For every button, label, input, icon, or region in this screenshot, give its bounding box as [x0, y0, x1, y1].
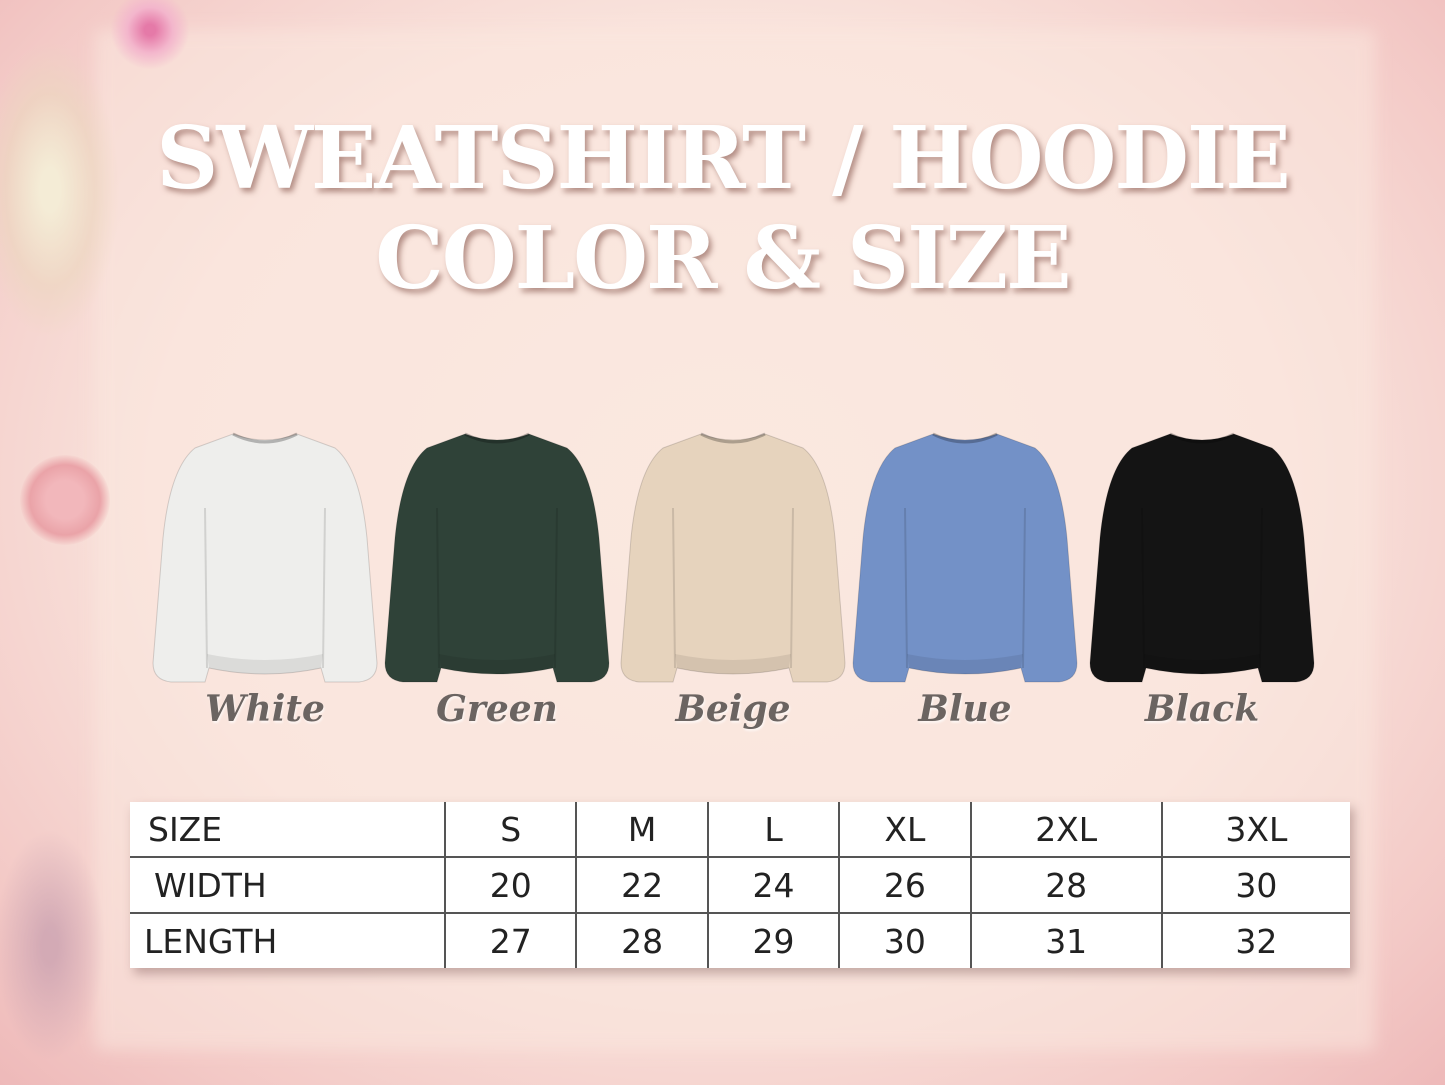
header-cell: XL — [838, 802, 971, 857]
header-cell: SIZE — [148, 809, 223, 849]
table-header-row: SIZE S M L XL 2XL 3XL — [130, 802, 1350, 857]
table-cell: 30 — [1160, 856, 1350, 913]
table-cell: 32 — [1160, 912, 1350, 968]
table-cell: 24 — [706, 856, 840, 913]
color-label-white: White — [205, 688, 325, 730]
header-cell: S — [443, 802, 577, 857]
sweatshirt-blue-image — [845, 428, 1085, 690]
sweatshirt-beige-image — [613, 428, 853, 690]
sweatshirt-green-image — [377, 428, 617, 690]
sweatshirt-white-image — [145, 428, 385, 690]
color-label-blue: Blue — [918, 688, 1012, 730]
table-cell: 30 — [838, 912, 971, 968]
table-row-length: LENGTH 27 28 29 30 31 32 — [130, 912, 1350, 968]
flower-decoration-icon — [0, 40, 120, 340]
header-cell: 3XL — [1160, 802, 1350, 857]
table-row-width: WIDTH 20 22 24 26 28 30 — [130, 856, 1350, 913]
title-line-1: SWEATSHIRT / HOODIE — [156, 108, 1291, 209]
table-cell: 26 — [838, 856, 971, 913]
color-label-beige: Beige — [675, 688, 791, 730]
row-label: WIDTH — [130, 856, 445, 913]
header-cell: 2XL — [969, 802, 1162, 857]
table-cell: 29 — [706, 912, 840, 968]
button-decoration-icon — [20, 455, 110, 545]
header-cell: L — [706, 802, 840, 857]
table-cell: 31 — [969, 912, 1162, 968]
table-cell: 28 — [575, 912, 708, 968]
row-label: LENGTH — [130, 912, 445, 968]
table-cell: 22 — [575, 856, 708, 913]
header-cell: M — [575, 802, 708, 857]
color-label-black: Black — [1144, 688, 1260, 730]
table-cell: 20 — [443, 856, 577, 913]
table-cell: 27 — [443, 912, 577, 968]
flower-decoration-icon — [110, 0, 190, 70]
title-line-2: COLOR & SIZE — [375, 208, 1071, 309]
leaf-decoration-icon — [0, 820, 110, 1070]
table-cell: 28 — [969, 856, 1162, 913]
size-chart-table: SIZE S M L XL 2XL 3XL WIDTH 20 22 24 26 … — [130, 802, 1350, 968]
color-label-green: Green — [436, 688, 558, 730]
sweatshirt-black-image — [1082, 428, 1322, 690]
